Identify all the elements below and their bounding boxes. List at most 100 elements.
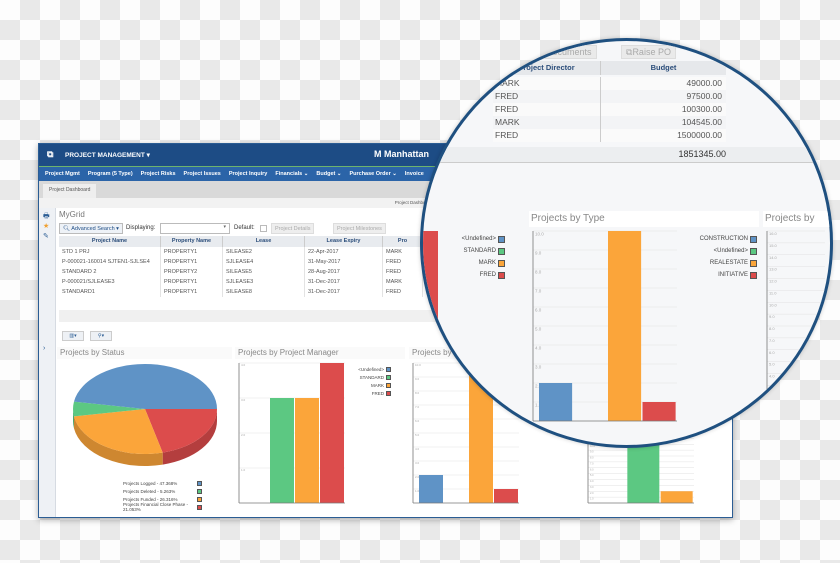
- table-row[interactable]: FRED 100300.00: [493, 103, 726, 116]
- raise-po-button[interactable]: ⧉Raise PO: [621, 45, 676, 59]
- table-cell: SJLEASE3: [223, 277, 305, 287]
- legend-label: MARK: [370, 382, 384, 388]
- table-cell: SILEASE8: [223, 287, 305, 297]
- table-row[interactable]: FRED 1500000.00: [493, 129, 726, 142]
- legend-swatch: [750, 235, 757, 243]
- legend-label: INITIATIVE: [718, 272, 748, 278]
- grid-total-row: 1851345.00: [423, 147, 830, 163]
- col-lease[interactable]: Lease: [223, 236, 305, 247]
- bar-chart: 1.0 2.0 3.0 4.0 5.0 6.0 7.0 8.0 9.0 10.0: [532, 230, 677, 422]
- y-tick-label: 9.0: [590, 451, 594, 454]
- table-cell: FRED: [383, 287, 423, 297]
- table-cell: STD 1 PRJ: [59, 247, 161, 257]
- table-row[interactable]: P-000021-160014 SJTEN1-SJLSE4 PROPERTY1 SJ…: [59, 257, 439, 267]
- legend-swatch: [498, 259, 505, 267]
- table-row[interactable]: MARK 104545.00: [493, 116, 726, 129]
- print-icon[interactable]: 🖶: [43, 213, 50, 220]
- col-project-name[interactable]: Project Name: [59, 236, 161, 247]
- tab-project-dashboard[interactable]: Project Dashboard: [43, 184, 97, 198]
- pie-slice: [73, 409, 163, 454]
- table-cell: PROPERTY2: [161, 267, 223, 277]
- advanced-search-button[interactable]: 🔍︎ Advanced Search ▾: [59, 223, 123, 234]
- pie-legend: Projects Logged - 47.368% Projects Delete…: [57, 479, 232, 512]
- legend-item: <Undefined>: [453, 233, 505, 245]
- table-row[interactable]: STANDARD1 PROPERTY1 SILEASE8 31-Dec-2017 FRE…: [59, 287, 439, 297]
- y-tick-label: 15.0: [769, 243, 778, 248]
- legend-item: Projects Logged - 47.368%: [57, 479, 202, 487]
- pie-chart: [73, 363, 217, 466]
- nav-project-inquiry[interactable]: Project Inquiry: [228, 171, 268, 177]
- project-details-button[interactable]: Project Details: [271, 223, 315, 234]
- bar-chart: 1.0 2.0 3.0 4.0: [238, 362, 345, 504]
- chart-projects-by-type: Projects by Type 1.0 2.0 3.0 4.0 5.0 6.0 7.0 8.…: [529, 211, 759, 422]
- project-director-cell: MARK: [493, 77, 601, 90]
- col-budget[interactable]: Budget: [601, 61, 726, 75]
- legend-item: <Undefined>: [347, 365, 391, 373]
- y-tick-label: 4.0: [590, 480, 594, 483]
- legend-item: MARK: [453, 257, 505, 269]
- col-project-director[interactable]: Project Director: [493, 61, 601, 75]
- filter-menu-button[interactable]: ⚲▾: [90, 331, 112, 341]
- nav-purchase-order[interactable]: Purchase Order ⌄: [349, 171, 397, 177]
- nav-financials[interactable]: Financials ⌄: [275, 171, 309, 177]
- nav-budget[interactable]: Budget ⌄: [316, 171, 342, 177]
- legend-label: CONSTRUCTION: [699, 236, 748, 242]
- col-property-name[interactable]: Property Name: [161, 236, 223, 247]
- module-menu[interactable]: PROJECT MANAGEMENT ▾: [65, 152, 150, 159]
- nav-project-risks[interactable]: Project Risks: [140, 171, 176, 177]
- table-cell: SJLEASE4: [223, 257, 305, 267]
- y-tick-label: 7.0: [769, 338, 775, 343]
- legend-label: MARK: [478, 260, 496, 266]
- y-tick-label: 7.0: [415, 405, 420, 409]
- y-tick-label: 13.0: [769, 267, 778, 272]
- project-milestones-button[interactable]: Project Milestones: [333, 223, 386, 234]
- expand-chevron-icon[interactable]: ›: [43, 345, 46, 352]
- legend-item: CONSTRUCTION: [684, 233, 757, 245]
- project-director-cell: FRED: [493, 129, 601, 142]
- legend-item: REALESTATE: [684, 257, 757, 269]
- y-tick-label: 1.0: [535, 403, 542, 408]
- legend-item: FRED: [453, 269, 505, 281]
- pie-slice-side: [73, 409, 74, 429]
- bar-chart-axis: 1.0 2.0 3.0 4.0 5.0 6.0 7.0 8.0 9.0 10.0 11.0 12.0 1…: [766, 230, 825, 422]
- y-tick-label: 2.0: [415, 475, 420, 479]
- edit-icon[interactable]: ✎: [43, 233, 49, 240]
- chart-projects-by-other-zoomed: Projects by 1.0 2.0 3.0 4.0 5.0 6.0 7.0 8.0 9.0 1…: [763, 211, 830, 422]
- table-cell: 28-Aug-2017: [305, 267, 383, 277]
- nav-program[interactable]: Program (5 Type): [87, 171, 133, 177]
- table-cell: MARK: [383, 277, 423, 287]
- legend-label: <Undefined>: [358, 366, 384, 372]
- legend-swatch: [386, 382, 391, 388]
- table-cell: 31-Dec-2017: [305, 277, 383, 287]
- y-tick-label: 16.0: [769, 231, 778, 236]
- table-row[interactable]: STD 1 PRJ PROPERTY1 SILEASE2 22-Apr-2017 MAR…: [59, 247, 439, 257]
- y-tick-label: 9.0: [415, 377, 420, 381]
- legend-label: Projects Logged - 47.368%: [123, 480, 178, 486]
- y-tick-label: 2.0: [535, 384, 542, 389]
- y-tick-label: 8.0: [769, 326, 775, 331]
- y-tick-label: 11.0: [769, 290, 777, 295]
- table-row[interactable]: MARK 49000.00: [493, 77, 726, 90]
- table-cell: 31-May-2017: [305, 257, 383, 267]
- nav-invoice[interactable]: Invoice: [404, 171, 424, 177]
- budget-cell: 97500.00: [686, 91, 722, 101]
- nav-project-issues[interactable]: Project Issues: [183, 171, 221, 177]
- col-lease-expiry[interactable]: Lease Expiry: [305, 236, 383, 247]
- table-row[interactable]: P-000021/SJLEASE3 PROPERTY1 SJLEASE3 31-Dec…: [59, 277, 439, 287]
- y-tick-label: 10.0: [415, 363, 421, 367]
- default-checkbox[interactable]: [260, 225, 267, 232]
- table-row[interactable]: FRED 97500.00: [493, 90, 726, 103]
- nav-project-mgmt[interactable]: Project Mgmt: [45, 171, 80, 177]
- table-cell: STANDARD1: [59, 287, 161, 297]
- displaying-select[interactable]: ▾: [160, 223, 230, 234]
- table-row[interactable]: STANDARD 2 PROPERTY2 SILEASE5 28-Aug-2017 FR…: [59, 267, 439, 277]
- chart-projects-by-status: Projects by Status Projects Logged - 47.…: [57, 347, 232, 512]
- star-icon[interactable]: ★: [43, 223, 50, 230]
- layout-menu-button[interactable]: ▥▾: [62, 331, 84, 341]
- legend-label: FRED: [371, 390, 384, 396]
- legend-swatch: [197, 480, 202, 486]
- project-milestones-label: Project Milestones: [337, 226, 382, 232]
- documents-button[interactable]: Documents: [541, 45, 597, 59]
- col-project-director[interactable]: Pro: [383, 236, 423, 247]
- y-tick-label: 5.0: [535, 327, 542, 332]
